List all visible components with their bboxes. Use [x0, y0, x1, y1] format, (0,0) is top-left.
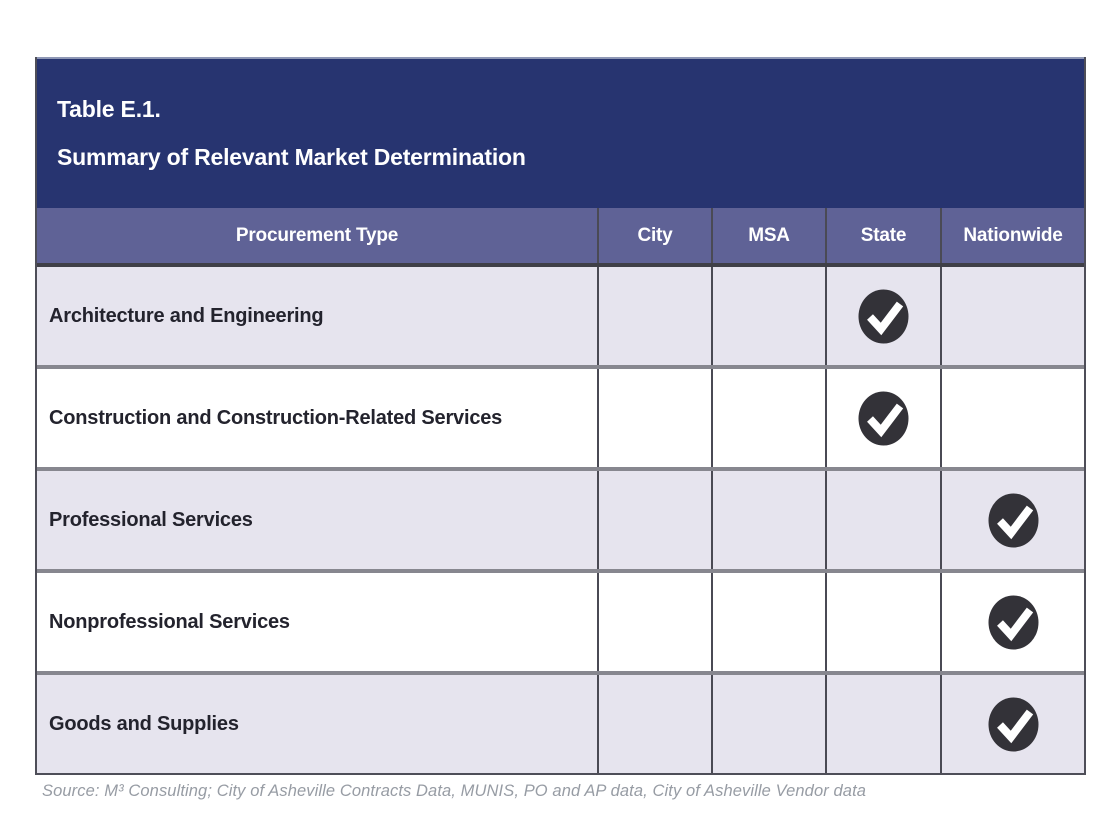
table-row: Architecture and Engineering — [37, 263, 1084, 365]
mark-cell-state — [825, 267, 940, 365]
check-badge-icon — [985, 491, 1042, 550]
mark-cell-nationwide — [940, 471, 1084, 569]
table-body: Architecture and Engineering Constructio… — [37, 263, 1084, 773]
mark-cell-msa — [711, 471, 825, 569]
table-row: Nonprofessional Services — [37, 569, 1084, 671]
table-title-block: Table E.1. Summary of Relevant Market De… — [37, 57, 1084, 208]
mark-cell-state — [825, 369, 940, 467]
check-badge-icon — [985, 593, 1042, 652]
column-header-procurement-type: Procurement Type — [235, 224, 399, 246]
mark-cell-state — [825, 573, 940, 671]
table-number: Table E.1. — [57, 96, 161, 122]
mark-cell-nationwide — [940, 369, 1084, 467]
mark-cell-nationwide — [940, 675, 1084, 773]
row-label: Goods and Supplies — [49, 712, 239, 735]
column-header-state: State — [825, 208, 940, 263]
mark-cell-city — [597, 573, 711, 671]
source-note: Source: M³ Consulting; City of Asheville… — [42, 782, 867, 800]
table-row: Professional Services — [37, 467, 1084, 569]
mark-cell-msa — [711, 267, 825, 365]
check-badge-icon — [855, 287, 912, 346]
column-header-city: City — [597, 208, 711, 263]
mark-cell-city — [597, 267, 711, 365]
row-label: Nonprofessional Services — [49, 610, 290, 633]
mark-cell-city — [597, 471, 711, 569]
mark-cell-msa — [711, 573, 825, 671]
table-row: Construction and Construction-Related Se… — [37, 365, 1084, 467]
table-header-row: Procurement Type City MSA State Nationwi… — [37, 208, 1084, 263]
mark-cell-state — [825, 471, 940, 569]
row-label: Architecture and Engineering — [49, 304, 324, 327]
mark-cell-state — [825, 675, 940, 773]
mark-cell-nationwide — [940, 267, 1084, 365]
table-row: Goods and Supplies — [37, 671, 1084, 773]
column-header-nationwide: Nationwide — [940, 208, 1084, 263]
row-label: Professional Services — [49, 508, 253, 531]
check-badge-icon — [985, 695, 1042, 754]
mark-cell-city — [597, 369, 711, 467]
mark-cell-city — [597, 675, 711, 773]
column-header-msa: MSA — [711, 208, 825, 263]
mark-cell-msa — [711, 369, 825, 467]
mark-cell-msa — [711, 675, 825, 773]
mark-cell-nationwide — [940, 573, 1084, 671]
table-title: Summary of Relevant Market Determination — [57, 144, 526, 170]
check-badge-icon — [855, 389, 912, 448]
row-label: Construction and Construction-Related Se… — [49, 406, 503, 429]
market-determination-table: Table E.1. Summary of Relevant Market De… — [35, 57, 1086, 775]
